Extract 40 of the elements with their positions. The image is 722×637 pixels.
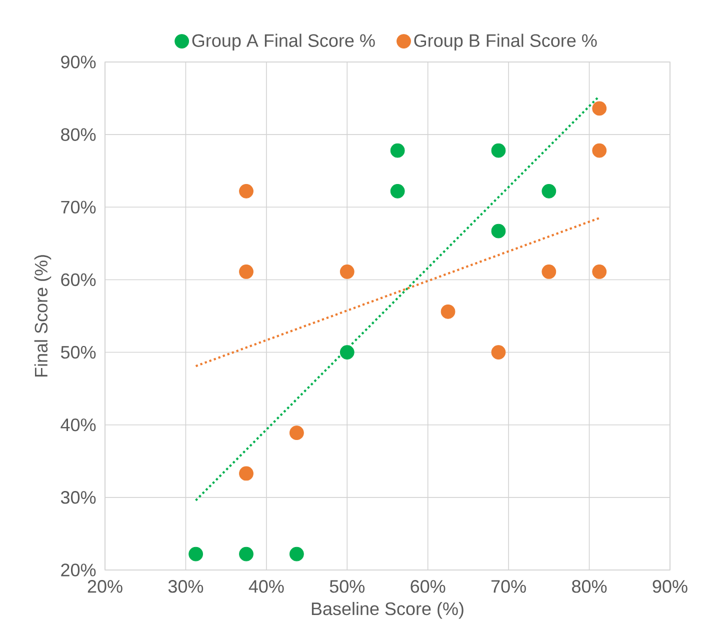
- point: [340, 264, 354, 279]
- point: [592, 143, 607, 158]
- x-tick-label: 20%: [88, 580, 122, 593]
- y-tick-label: 20%: [61, 564, 96, 576]
- point: [542, 184, 556, 198]
- y-tick-label: 90%: [61, 56, 96, 68]
- legend-label: Group B Final Score %: [414, 34, 597, 51]
- x-axis-title: Baseline Score (%): [312, 602, 464, 619]
- y-tick-label: 50%: [60, 346, 96, 359]
- x-tick-label: 60%: [410, 580, 446, 593]
- y-tick-label: 30%: [60, 491, 96, 504]
- x-tick-label: 40%: [248, 580, 284, 593]
- x-tick-label: 50%: [330, 580, 365, 593]
- x-tick-label: 80%: [572, 580, 607, 593]
- point: [340, 345, 354, 360]
- point: [542, 264, 556, 279]
- legend-label: Group A Final Score %: [192, 34, 375, 51]
- point: [239, 264, 254, 279]
- point: [289, 546, 304, 562]
- y-tick-label: 40%: [60, 418, 96, 432]
- y-tick-label: 70%: [61, 200, 96, 214]
- point: [440, 304, 456, 319]
- point: [239, 466, 254, 481]
- point: [239, 546, 254, 562]
- y-axis-title: Final Score (%): [34, 255, 52, 377]
- point: [491, 345, 506, 360]
- point: [491, 143, 506, 158]
- point: [390, 143, 405, 158]
- x-tick-label: 30%: [168, 580, 204, 593]
- point: [390, 184, 405, 198]
- point: [188, 546, 204, 562]
- x-tick-label: 70%: [491, 580, 526, 593]
- point: [491, 224, 506, 238]
- point: [289, 426, 304, 440]
- point: [239, 184, 254, 198]
- point: [592, 101, 607, 116]
- y-tick-label: 80%: [61, 128, 96, 141]
- y-tick-label: 60%: [61, 273, 96, 286]
- point: [592, 264, 607, 279]
- x-tick-label: 90%: [652, 580, 688, 593]
